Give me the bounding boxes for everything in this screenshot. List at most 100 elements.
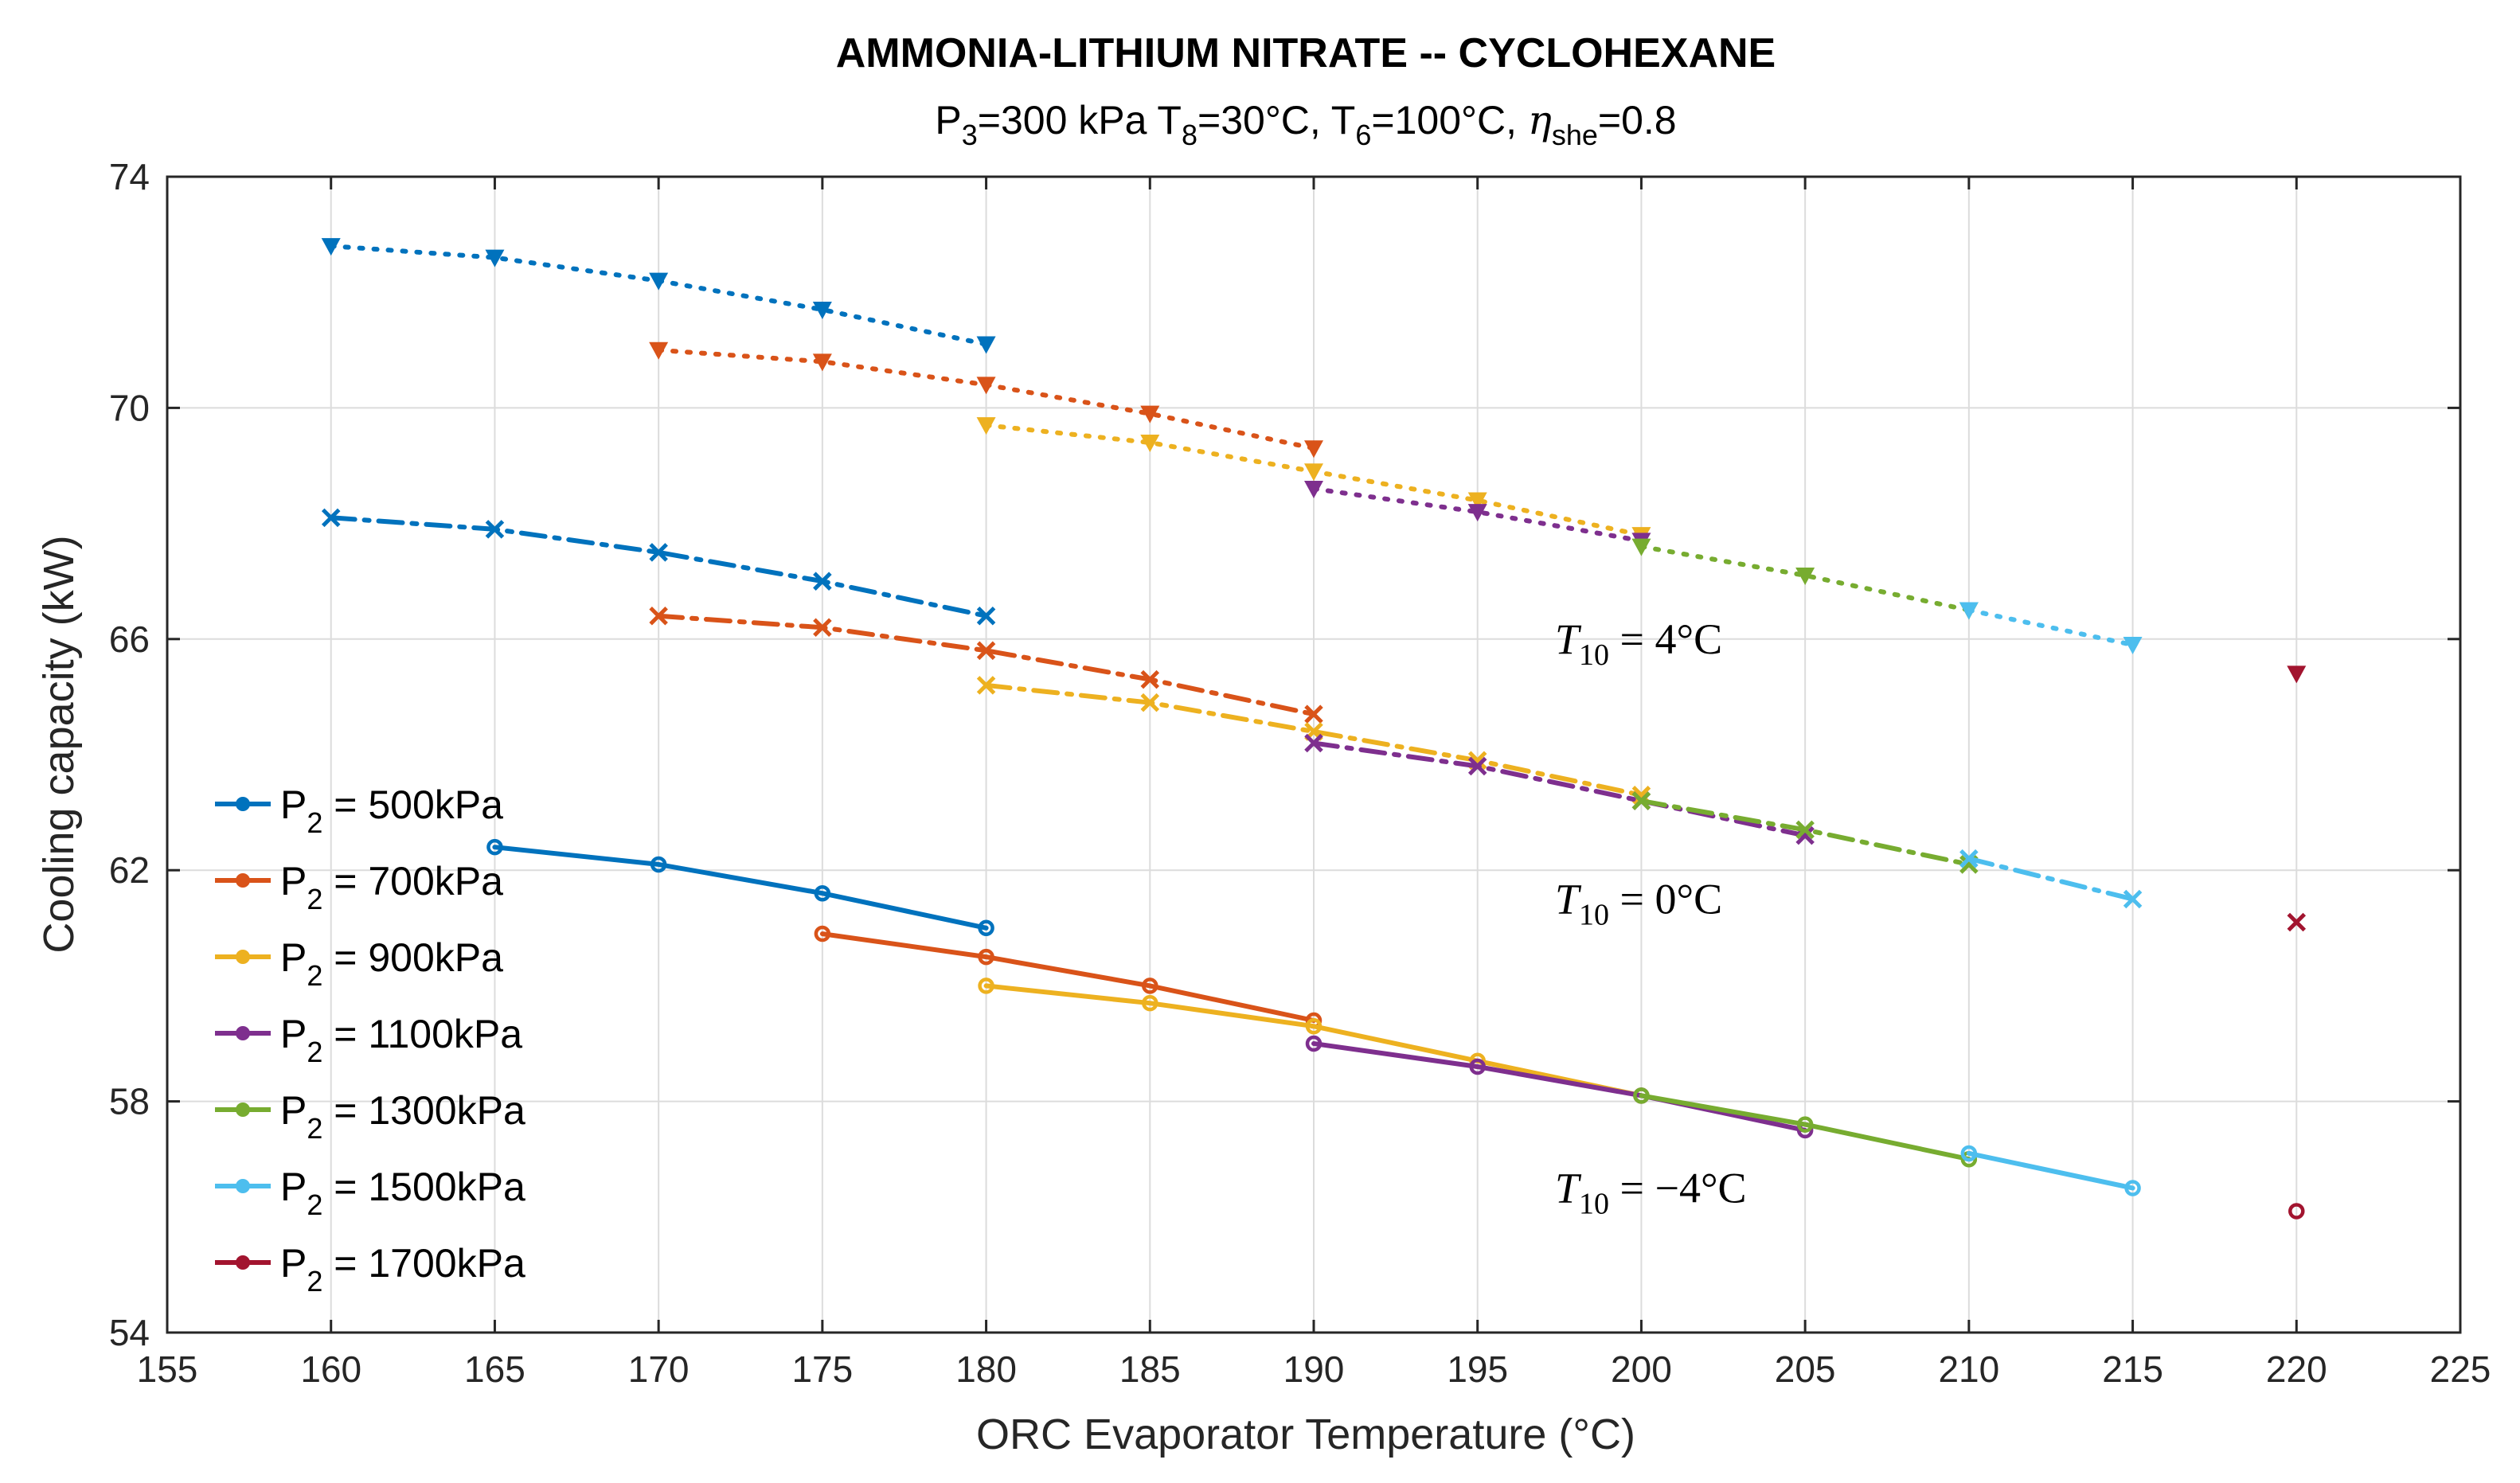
subtitle-p3-rest: =300 kPa T [978, 98, 1182, 142]
circle-marker [1633, 1087, 1650, 1104]
series-line-T10_m4 [819, 931, 1316, 1023]
legend-marker [236, 797, 250, 811]
x-tick-label: 195 [1447, 1348, 1508, 1390]
legend-marker [236, 950, 250, 964]
legend-name: P [280, 1165, 307, 1209]
triangle-marker [485, 249, 505, 267]
legend-rest: = 1500kPa [322, 1165, 525, 1209]
x-tick-label: 215 [2102, 1348, 2163, 1390]
x-tick-label: 160 [300, 1348, 361, 1390]
legend-marker [236, 1255, 250, 1270]
legend-name: P [280, 859, 307, 903]
legend-label: P2 = 1100kPa [280, 1012, 522, 1068]
legend-name: P [280, 1241, 307, 1286]
annotation-sub: 10 [1579, 1188, 1609, 1221]
x-tick-label: 205 [1775, 1348, 1836, 1390]
annotation-sub: 10 [1579, 899, 1609, 932]
triangle-marker [1140, 405, 1160, 423]
legend-label: P2 = 1500kPa [280, 1165, 525, 1221]
legend-marker [236, 1026, 250, 1040]
subtitle-p3-sub: 3 [962, 119, 978, 151]
x-tick-label: 185 [1119, 1348, 1181, 1390]
annotation-var: T [1555, 1165, 1582, 1212]
cross-marker [649, 543, 668, 562]
series-1 [649, 341, 1323, 1029]
legend-entry: P2 = 1500kPa [215, 1165, 525, 1221]
legend-sub: 2 [307, 1112, 322, 1145]
legend-marker [236, 873, 250, 888]
cross-marker [1304, 733, 1323, 753]
x-tick-label: 180 [955, 1348, 1017, 1390]
triangle-marker [976, 417, 996, 435]
annotation-var: T [1555, 615, 1582, 663]
triangle-marker [1631, 538, 1651, 556]
triangle-marker [2287, 665, 2307, 684]
series-5 [1959, 602, 2143, 1196]
x-tick-label: 210 [1938, 1348, 1999, 1390]
series-line-T10_4 [1311, 486, 1644, 544]
x-tick-label: 190 [1283, 1348, 1345, 1390]
circle-marker [1796, 1116, 1814, 1133]
legend-entry: P2 = 900kPa [215, 935, 503, 992]
plot-area [321, 238, 2307, 1220]
series-line-T10_0 [983, 682, 1644, 798]
legend-rest: = 900kPa [322, 935, 503, 980]
subtitle-t8-sub: 8 [1182, 119, 1197, 151]
legend-rest: = 500kPa [322, 782, 503, 827]
circle-marker [486, 838, 503, 856]
x-tick-label: 155 [137, 1348, 198, 1390]
triangle-marker [649, 272, 669, 291]
series-line-T10_0 [656, 613, 1316, 717]
y-tick-label: 58 [109, 1081, 150, 1122]
annotation-label: T10 = 4°C [1555, 615, 1722, 672]
circle-marker [1469, 1058, 1486, 1075]
legend-sub: 2 [307, 806, 322, 839]
annotation-sub: 10 [1579, 638, 1609, 672]
x-tick-label: 220 [2266, 1348, 2327, 1390]
cross-marker [976, 606, 996, 626]
subtitle-t6-rest: =100°C, [1371, 98, 1528, 142]
triangle-marker [1304, 463, 1323, 482]
legend-rest: = 1100kPa [322, 1012, 522, 1056]
circle-marker [1142, 994, 1158, 1012]
triangle-marker [1467, 504, 1487, 522]
y-axis-label: Cooling capacity (kW) [35, 535, 83, 953]
circle-marker [2288, 1203, 2305, 1220]
circle-marker [978, 919, 994, 937]
subtitle-p3: P [935, 98, 961, 142]
circle-marker [814, 884, 831, 902]
annotation-label: T10 = −4°C [1555, 1165, 1747, 1221]
legend-label: P2 = 700kPa [280, 859, 503, 915]
circle-marker [1305, 1017, 1323, 1035]
y-tick-label: 54 [109, 1312, 150, 1353]
legend-marker [236, 1102, 250, 1117]
series-line-T10_m4 [983, 983, 1644, 1099]
legend-name: P [280, 782, 307, 827]
annotation-text: = −4°C [1609, 1165, 1747, 1212]
x-tick-label: 170 [628, 1348, 690, 1390]
chart-subtitle: P3=300 kPa T8=30°C, T6=100°C, ηshe=0.8 [935, 97, 1676, 151]
legend-label: P2 = 900kPa [280, 935, 503, 992]
cross-marker [321, 508, 341, 528]
triangle-marker [1304, 440, 1323, 459]
cross-marker [2287, 912, 2307, 932]
triangle-marker [976, 336, 996, 354]
triangle-marker [1959, 602, 1979, 620]
legend-label: P2 = 1700kPa [280, 1241, 525, 1298]
cross-marker [1959, 849, 1979, 868]
legend-rest: = 700kPa [322, 859, 503, 903]
legend-entry: P2 = 700kPa [215, 859, 503, 915]
circle-marker [814, 925, 831, 942]
circle-marker [650, 856, 667, 873]
chart-title: AMMONIA-LITHIUM NITRATE -- CYCLOHEXANE [836, 30, 1776, 76]
circle-marker [978, 948, 994, 966]
series-0 [321, 238, 996, 937]
cross-marker [1140, 693, 1160, 712]
triangle-marker [812, 353, 832, 372]
cross-marker [976, 641, 996, 661]
legend-name: P [280, 935, 307, 980]
legend-entry: P2 = 1100kPa [215, 1012, 522, 1068]
cross-marker [2123, 889, 2143, 909]
